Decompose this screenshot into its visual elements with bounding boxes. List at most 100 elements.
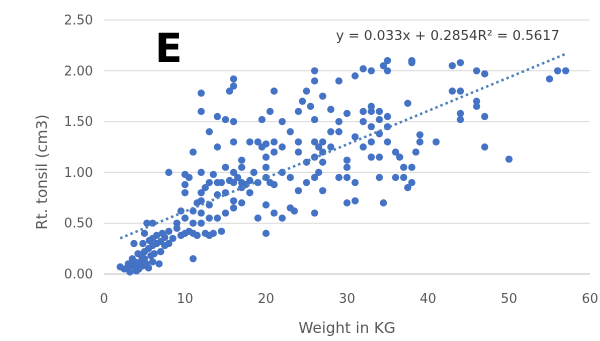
data-point [306, 102, 315, 110]
x-tick-label: 10 [177, 292, 194, 307]
data-point [290, 207, 298, 215]
data-point [258, 115, 266, 124]
data-point [473, 67, 481, 75]
data-point [286, 173, 294, 182]
data-point [143, 219, 151, 227]
data-point [359, 143, 367, 151]
data-point [238, 199, 246, 207]
data-point [404, 184, 412, 192]
data-point [230, 75, 238, 83]
data-point [383, 57, 392, 65]
data-point [456, 87, 464, 95]
data-point [416, 131, 424, 139]
data-point [367, 107, 375, 116]
data-point [379, 62, 388, 70]
data-point [254, 214, 262, 222]
data-points [116, 57, 570, 276]
data-point [375, 130, 383, 138]
data-point [262, 229, 270, 237]
data-point [302, 178, 311, 187]
data-point [177, 207, 185, 215]
data-point [165, 227, 173, 235]
trendline [119, 52, 567, 240]
data-point [270, 148, 278, 156]
data-point [246, 176, 254, 185]
data-point [217, 227, 226, 235]
data-point [335, 173, 343, 182]
data-point [505, 155, 513, 163]
data-point [343, 199, 351, 207]
data-point [230, 204, 238, 212]
data-point [165, 239, 173, 248]
data-point [404, 99, 412, 107]
data-point [150, 250, 158, 258]
y-axis-title: Rt. tonsil (cm3) [33, 114, 51, 229]
data-point [294, 187, 302, 195]
data-point [375, 153, 383, 161]
data-point [351, 72, 359, 80]
data-point [169, 234, 177, 243]
y-tick-label: 0.00 [64, 268, 93, 283]
data-point [130, 239, 138, 248]
data-point [343, 163, 351, 171]
data-point [189, 255, 197, 263]
data-point [408, 163, 416, 171]
x-tick-label: 0 [100, 292, 108, 307]
panel-letter: E [155, 26, 182, 72]
data-point [230, 197, 238, 205]
data-point [554, 67, 562, 75]
data-point [473, 97, 481, 105]
data-point [213, 112, 221, 121]
data-point [197, 219, 205, 227]
data-point [545, 75, 554, 83]
data-point [234, 173, 242, 182]
data-point [205, 178, 213, 187]
data-point [262, 140, 270, 148]
data-point [153, 231, 161, 239]
data-point [250, 168, 258, 176]
data-point [294, 148, 302, 156]
data-point [456, 109, 464, 118]
data-point [359, 118, 367, 126]
data-point [343, 109, 351, 118]
data-point [197, 89, 205, 97]
data-point [262, 201, 270, 209]
data-point [262, 153, 270, 161]
data-point [408, 57, 416, 65]
data-point [181, 214, 189, 222]
data-point [311, 209, 319, 217]
data-point [173, 219, 181, 227]
data-point [270, 87, 278, 95]
data-point [201, 184, 209, 192]
data-point [392, 173, 400, 182]
data-point [294, 138, 302, 146]
data-point [343, 173, 351, 182]
data-point [270, 180, 278, 189]
data-point [197, 189, 205, 197]
data-point [375, 107, 383, 116]
data-point [379, 199, 388, 207]
data-point [270, 138, 278, 146]
data-point [327, 128, 335, 136]
y-axis-ticks: 0.00 0.50 1.00 1.50 2.00 2.50 [64, 14, 93, 283]
data-point [189, 207, 197, 215]
data-point [266, 107, 274, 116]
trendline-equation: y = 0.033x + 0.2854R² = 0.5617 [336, 28, 560, 44]
data-point [335, 128, 343, 136]
data-point [359, 107, 367, 116]
data-point [481, 112, 489, 121]
data-point [448, 62, 456, 70]
data-point [254, 138, 262, 146]
data-point [189, 148, 197, 156]
data-point [230, 138, 238, 146]
data-point [278, 143, 286, 151]
data-point [335, 118, 343, 126]
data-point [278, 118, 286, 126]
data-point [319, 158, 327, 166]
data-point [205, 214, 213, 222]
data-point [351, 178, 359, 187]
data-point [392, 148, 400, 156]
x-tick-label: 20 [258, 292, 275, 307]
data-point [230, 178, 238, 187]
data-point [375, 173, 383, 182]
